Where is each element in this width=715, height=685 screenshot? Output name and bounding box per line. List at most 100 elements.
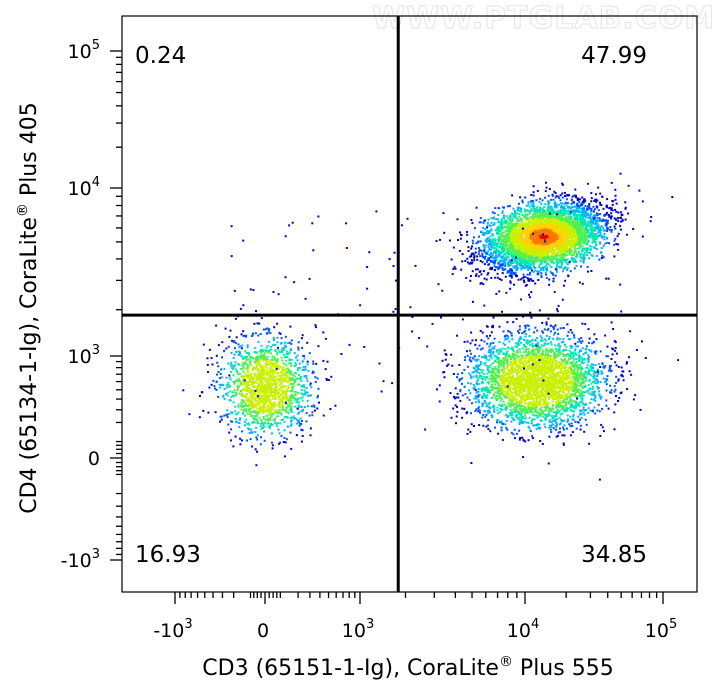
event-dot	[268, 425, 271, 428]
event-dot	[278, 398, 281, 401]
event-dot	[241, 439, 243, 442]
event-dot	[575, 194, 577, 197]
event-dot	[263, 358, 266, 361]
event-dot	[553, 232, 556, 235]
event-dot	[243, 408, 246, 411]
event-dot	[273, 381, 275, 384]
event-dot	[550, 266, 553, 269]
event-dot	[315, 362, 318, 365]
event-dot	[589, 214, 592, 217]
event-dot	[587, 234, 590, 237]
event-dot	[485, 241, 488, 243]
event-dot	[571, 256, 574, 259]
event-dot	[266, 331, 269, 334]
event-dot	[592, 218, 595, 221]
event-dot	[487, 259, 490, 262]
event-dot	[479, 217, 482, 219]
event-dot	[256, 368, 259, 371]
event-dot	[227, 345, 230, 348]
event-dot	[269, 366, 272, 369]
event-dot	[231, 366, 234, 369]
event-dot	[262, 394, 265, 397]
event-dot	[267, 394, 270, 397]
event-dot	[272, 402, 274, 405]
event-dot	[614, 198, 617, 201]
event-dot	[490, 248, 493, 251]
event-dot	[248, 352, 251, 355]
event-dot	[312, 371, 315, 374]
event-dot	[559, 220, 562, 223]
event-dot	[482, 270, 485, 273]
event-dot	[530, 193, 533, 196]
event-dot	[608, 242, 610, 245]
event-dot	[300, 406, 303, 408]
event-dot	[267, 419, 270, 422]
event-dot	[544, 271, 547, 274]
event-dot	[584, 222, 587, 225]
event-dot	[576, 247, 579, 250]
event-dot	[525, 204, 528, 207]
event-dot	[267, 349, 270, 352]
event-dot	[526, 277, 529, 280]
event-dot	[312, 362, 315, 365]
event-dot	[228, 384, 231, 387]
event-dot	[279, 374, 281, 377]
event-dot	[617, 220, 620, 223]
event-dot	[225, 393, 227, 396]
event-dot	[512, 215, 515, 218]
event-dot	[298, 366, 301, 369]
event-dot	[299, 423, 302, 425]
event-dot	[520, 265, 523, 268]
event-dot	[300, 410, 303, 413]
event-dot	[256, 411, 258, 414]
event-dot	[295, 434, 298, 437]
event-dot	[520, 217, 523, 220]
event-dot	[272, 344, 275, 347]
event-dot	[511, 194, 514, 197]
event-dot	[245, 385, 248, 388]
event-dot	[525, 235, 527, 238]
event-dot	[473, 236, 475, 239]
event-dot	[470, 259, 473, 262]
event-dot	[226, 409, 229, 412]
event-dot	[278, 351, 281, 353]
event-dot	[229, 364, 232, 367]
event-dot	[495, 266, 497, 269]
event-dot	[511, 212, 513, 215]
event-dot	[275, 359, 277, 362]
event-dot	[535, 199, 538, 202]
event-dot	[300, 389, 303, 391]
event-dot	[264, 418, 267, 421]
event-dot	[527, 219, 530, 221]
event-dot	[506, 256, 509, 259]
event-dot	[265, 373, 268, 375]
event-dot	[294, 391, 297, 393]
event-dot	[277, 349, 280, 352]
event-dot	[584, 200, 587, 203]
event-dot	[600, 247, 603, 249]
event-dot	[285, 377, 287, 380]
event-dot	[560, 266, 563, 269]
event-dot	[506, 240, 508, 243]
event-dot	[246, 346, 249, 349]
event-dot	[294, 372, 297, 375]
event-dot	[304, 365, 307, 368]
event-dot	[480, 249, 483, 252]
event-dot	[272, 413, 275, 416]
event-dot	[254, 358, 257, 361]
event-dot	[473, 254, 476, 257]
event-dot	[239, 443, 242, 446]
event-dot	[578, 218, 581, 221]
event-dot	[286, 398, 289, 401]
event-dot	[258, 416, 261, 419]
event-dot	[494, 255, 497, 258]
event-dot	[297, 341, 300, 344]
event-dot	[223, 387, 226, 390]
event-dot	[441, 289, 444, 292]
event-dot	[470, 219, 473, 221]
event-dot	[248, 402, 251, 404]
event-dot	[603, 214, 605, 217]
event-dot	[243, 396, 246, 399]
event-dot	[507, 223, 510, 226]
event-dot	[518, 248, 521, 251]
